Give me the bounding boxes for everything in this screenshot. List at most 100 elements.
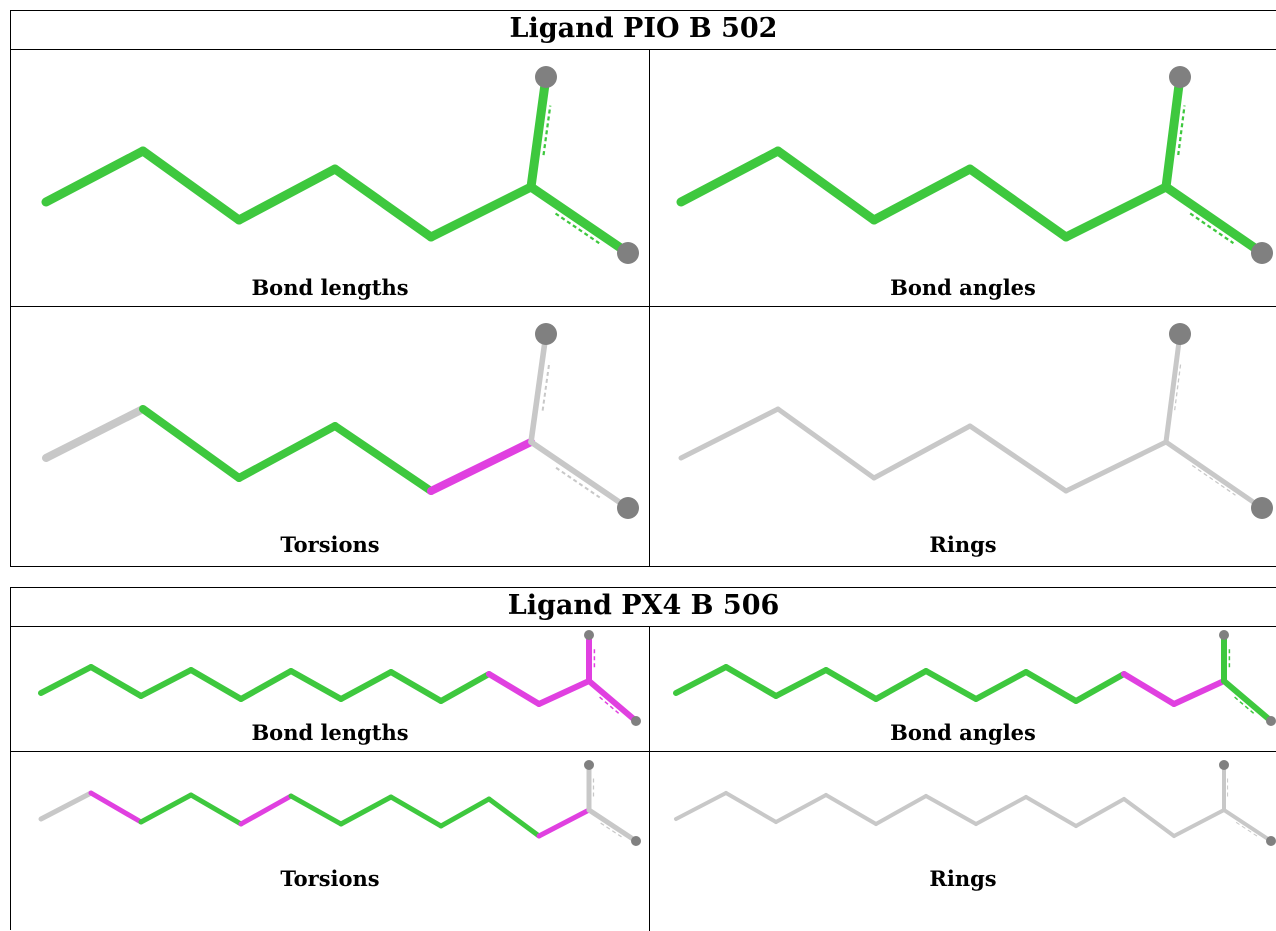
terminal-atom xyxy=(631,836,641,846)
bond xyxy=(88,664,144,699)
ligand-title: Ligand PX4 B 506 xyxy=(507,590,780,621)
bond xyxy=(678,406,781,461)
bond xyxy=(1073,671,1127,704)
bond xyxy=(973,669,1029,702)
bond xyxy=(824,793,878,826)
bond xyxy=(1172,808,1226,838)
bond xyxy=(1122,797,1176,838)
panel-caption: Bond angles xyxy=(890,275,1036,300)
bond xyxy=(674,791,728,821)
molecule-diagram xyxy=(41,66,639,264)
terminal-atom xyxy=(631,716,641,726)
panel-bond-angles: Bond angles xyxy=(649,49,1276,306)
bond xyxy=(42,405,147,462)
bond xyxy=(1023,669,1079,704)
panel-bond-lengths: Bond lengths xyxy=(11,626,649,751)
bond xyxy=(138,667,194,699)
bond xyxy=(967,423,1069,494)
ligand-table-pio: Ligand PIO B 502 Bond lengths Bond angle… xyxy=(10,10,1276,567)
title-divider xyxy=(11,626,1276,627)
bond xyxy=(676,146,783,207)
branch-bond xyxy=(586,678,639,724)
bond xyxy=(138,792,194,825)
molecule-diagram xyxy=(38,630,641,726)
bond xyxy=(338,794,394,827)
bond xyxy=(138,146,244,225)
bond xyxy=(773,667,829,699)
panel-rings: Rings xyxy=(649,306,1276,567)
bond xyxy=(426,182,536,242)
bond xyxy=(723,664,779,699)
bond xyxy=(238,793,294,827)
panel-caption: Bond lengths xyxy=(251,275,409,300)
bond xyxy=(331,422,435,495)
branch-bond xyxy=(1163,331,1183,445)
bond xyxy=(330,164,436,242)
bond xyxy=(486,796,542,839)
bond-annotation xyxy=(555,466,601,499)
bond xyxy=(288,793,344,827)
branch-bond xyxy=(1161,182,1267,258)
bond xyxy=(873,668,929,702)
branch-bond xyxy=(586,807,639,844)
bond-annotation xyxy=(554,212,600,245)
bond-annotation xyxy=(542,105,552,156)
title-divider xyxy=(11,49,1276,50)
bond xyxy=(536,807,592,839)
bond xyxy=(234,164,340,225)
bond xyxy=(486,671,542,707)
panel-bond-angles: Bond angles xyxy=(649,626,1276,751)
terminal-atom xyxy=(535,323,557,345)
bond xyxy=(1171,678,1227,707)
terminal-atom xyxy=(1251,497,1273,519)
row-divider xyxy=(11,306,1276,307)
terminal-atom xyxy=(617,497,639,519)
bond xyxy=(775,406,877,481)
bond xyxy=(874,794,928,826)
bond xyxy=(823,667,879,702)
bond xyxy=(427,438,535,495)
panel-caption: Bond lengths xyxy=(251,720,409,745)
panel-rings: Rings xyxy=(649,751,1276,931)
bond-annotation xyxy=(1191,464,1236,496)
bond xyxy=(88,790,144,825)
bond xyxy=(235,422,339,482)
panel-caption: Bond angles xyxy=(890,720,1036,745)
bond xyxy=(238,668,294,702)
panel-bond-lengths: Bond lengths xyxy=(11,49,649,306)
bond xyxy=(338,669,394,702)
bond-annotation xyxy=(600,822,623,838)
bond xyxy=(388,794,444,829)
terminal-atom xyxy=(1169,323,1191,345)
branch-bond xyxy=(526,182,633,258)
bond-annotation xyxy=(541,361,551,411)
bond xyxy=(536,678,592,707)
bond xyxy=(724,791,778,824)
ligand-table-px4: Ligand PX4 B 506 Bond lengths Bond angle… xyxy=(10,587,1276,931)
terminal-atom xyxy=(1251,242,1273,264)
terminal-atom xyxy=(535,66,557,88)
branch-bond xyxy=(1163,439,1265,511)
branch-bond xyxy=(1161,72,1185,192)
column-divider xyxy=(649,49,650,567)
molecule-diagram xyxy=(676,66,1273,264)
terminal-atom xyxy=(1219,630,1229,640)
bond xyxy=(1061,182,1171,242)
bond xyxy=(438,796,492,829)
molecule-diagram xyxy=(678,323,1273,519)
bond xyxy=(41,146,148,207)
bond-annotation xyxy=(1234,696,1257,716)
bond-annotation xyxy=(1177,105,1186,156)
bond xyxy=(38,664,94,696)
bond xyxy=(139,405,243,482)
ligand-title: Ligand PIO B 502 xyxy=(509,13,778,44)
bond xyxy=(188,792,244,827)
bond xyxy=(974,795,1028,826)
terminal-atom xyxy=(1169,66,1191,88)
panel-caption: Torsions xyxy=(280,866,380,891)
bond xyxy=(924,794,978,826)
terminal-atom xyxy=(617,242,639,264)
molecule-diagram xyxy=(42,323,639,519)
bond xyxy=(1063,439,1169,494)
branch-bond xyxy=(528,331,549,445)
